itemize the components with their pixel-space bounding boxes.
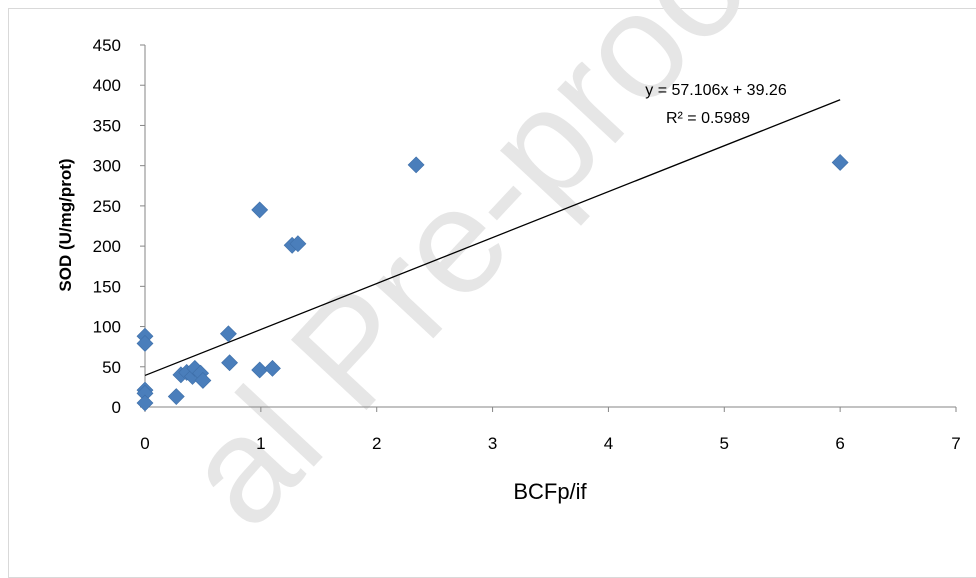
y-tick-label: 250 bbox=[93, 197, 121, 216]
trendline bbox=[144, 99, 841, 377]
data-point bbox=[136, 335, 154, 352]
data-point bbox=[831, 154, 849, 171]
trendline-equation: y = 57.106x + 39.26 bbox=[645, 82, 787, 99]
scatter-chart: al Pre-proof 050100150200250300350400450… bbox=[56, 0, 961, 557]
data-point bbox=[219, 325, 237, 343]
data-point bbox=[264, 359, 281, 377]
x-tick-label: 7 bbox=[951, 434, 960, 453]
data-points bbox=[136, 154, 849, 412]
y-tick-label: 350 bbox=[93, 116, 121, 135]
x-tick-label: 1 bbox=[256, 434, 265, 453]
x-tick-label: 5 bbox=[720, 434, 729, 453]
y-tick-label: 200 bbox=[93, 237, 121, 256]
x-tick-label: 0 bbox=[140, 434, 149, 453]
y-tick-label: 450 bbox=[93, 36, 121, 55]
data-point bbox=[167, 388, 185, 405]
x-tick-label: 2 bbox=[372, 434, 381, 453]
y-tick-label: 50 bbox=[102, 358, 121, 377]
y-axis-title: SOD (U/mg/prot) bbox=[56, 158, 75, 291]
y-tick-label: 0 bbox=[112, 398, 121, 417]
x-axis-title: BCFp/if bbox=[513, 479, 587, 504]
tick-labels: 0 50 100 150 200 250 300 350 400 450 0 1 2 3 4 5 6 7 bbox=[93, 36, 961, 453]
y-tick-label: 400 bbox=[93, 76, 121, 95]
r-squared-label: R² = 0.5989 bbox=[666, 110, 750, 127]
y-tick-label: 150 bbox=[93, 277, 121, 296]
data-point bbox=[136, 394, 154, 412]
y-tick-label: 100 bbox=[93, 318, 121, 337]
x-tick-label: 6 bbox=[835, 434, 844, 453]
data-point bbox=[251, 361, 269, 379]
data-point bbox=[251, 201, 269, 219]
data-point bbox=[407, 156, 425, 174]
data-point bbox=[194, 372, 212, 389]
x-tick-label: 3 bbox=[488, 434, 497, 453]
data-point bbox=[289, 235, 307, 253]
y-tick-label: 300 bbox=[93, 157, 121, 176]
x-tick-label: 4 bbox=[604, 434, 613, 453]
data-point bbox=[221, 354, 238, 372]
